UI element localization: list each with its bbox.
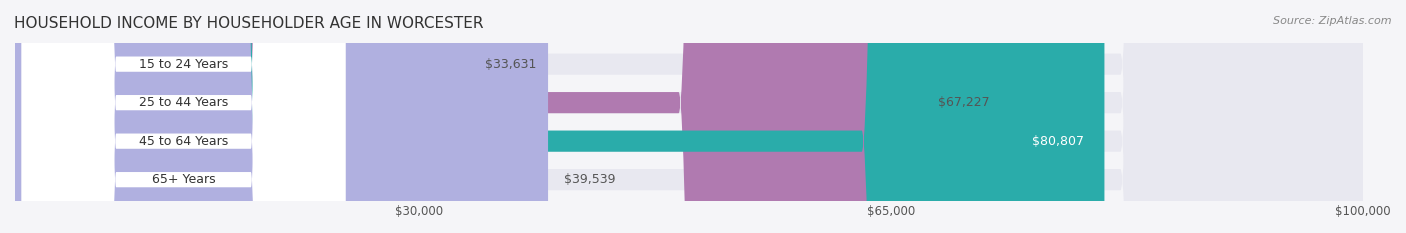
Text: HOUSEHOLD INCOME BY HOUSEHOLDER AGE IN WORCESTER: HOUSEHOLD INCOME BY HOUSEHOLDER AGE IN W… — [14, 16, 484, 31]
Text: $33,631: $33,631 — [485, 58, 536, 71]
FancyBboxPatch shape — [21, 0, 346, 233]
Text: Source: ZipAtlas.com: Source: ZipAtlas.com — [1274, 16, 1392, 26]
FancyBboxPatch shape — [15, 0, 1364, 233]
FancyBboxPatch shape — [15, 0, 1364, 233]
FancyBboxPatch shape — [15, 0, 548, 233]
FancyBboxPatch shape — [15, 0, 1105, 233]
Text: $80,807: $80,807 — [1032, 135, 1084, 148]
FancyBboxPatch shape — [21, 0, 346, 233]
Text: 15 to 24 Years: 15 to 24 Years — [139, 58, 228, 71]
Text: 65+ Years: 65+ Years — [152, 173, 215, 186]
Text: 25 to 44 Years: 25 to 44 Years — [139, 96, 228, 109]
Text: $39,539: $39,539 — [564, 173, 616, 186]
FancyBboxPatch shape — [15, 0, 921, 233]
FancyBboxPatch shape — [15, 0, 1364, 233]
FancyBboxPatch shape — [21, 0, 346, 233]
FancyBboxPatch shape — [15, 0, 468, 233]
FancyBboxPatch shape — [21, 0, 346, 233]
FancyBboxPatch shape — [15, 0, 1364, 233]
Text: $67,227: $67,227 — [938, 96, 990, 109]
Text: 45 to 64 Years: 45 to 64 Years — [139, 135, 228, 148]
